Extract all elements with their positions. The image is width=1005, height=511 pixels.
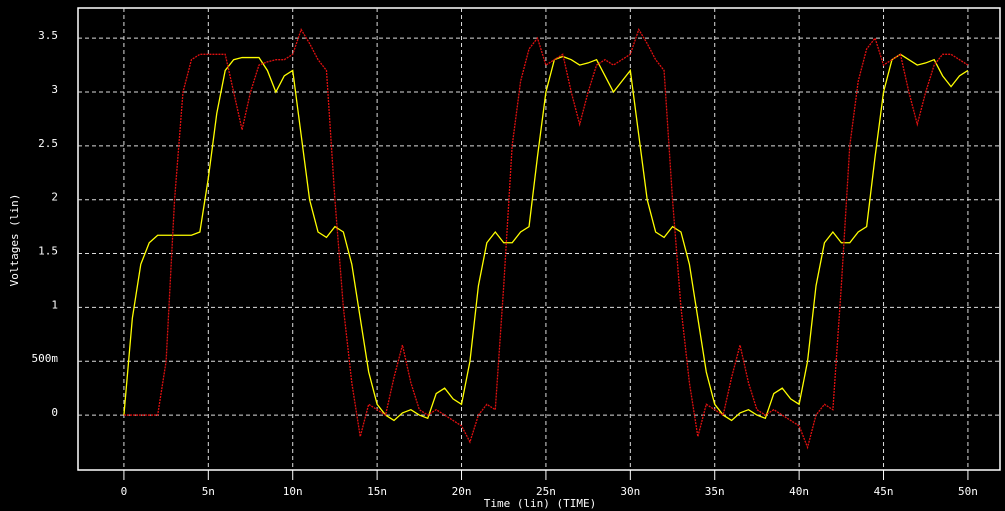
x-tick-label: 50n <box>958 485 978 498</box>
y-tick-label: 2.5 <box>38 137 58 150</box>
y-axis-label: Voltages (lin) <box>8 194 21 287</box>
x-tick-label: 10n <box>283 485 303 498</box>
x-tick-label: 35n <box>705 485 725 498</box>
y-tick-label: 1 <box>51 298 58 311</box>
series-line <box>123 28 969 450</box>
plot-frame <box>77 7 1001 471</box>
y-tick-label: 2 <box>51 191 58 204</box>
x-tick-label: 20n <box>452 485 472 498</box>
y-tick-label: 0 <box>51 406 58 419</box>
series-line <box>123 53 969 422</box>
x-axis-label: Time (lin) (TIME) <box>484 497 597 510</box>
x-tick-label: 45n <box>874 485 894 498</box>
y-tick-label: 500m <box>32 352 59 365</box>
x-tick-label: 25n <box>536 485 556 498</box>
x-tick-label: 5n <box>202 485 215 498</box>
x-tick-label: 15n <box>367 485 387 498</box>
y-tick-label: 3.5 <box>38 29 58 42</box>
x-tick-label: 0 <box>121 485 128 498</box>
y-tick-label: 3 <box>51 83 58 96</box>
x-tick-label: 30n <box>620 485 640 498</box>
x-tick-label: 40n <box>789 485 809 498</box>
y-tick-label: 1.5 <box>38 245 58 258</box>
